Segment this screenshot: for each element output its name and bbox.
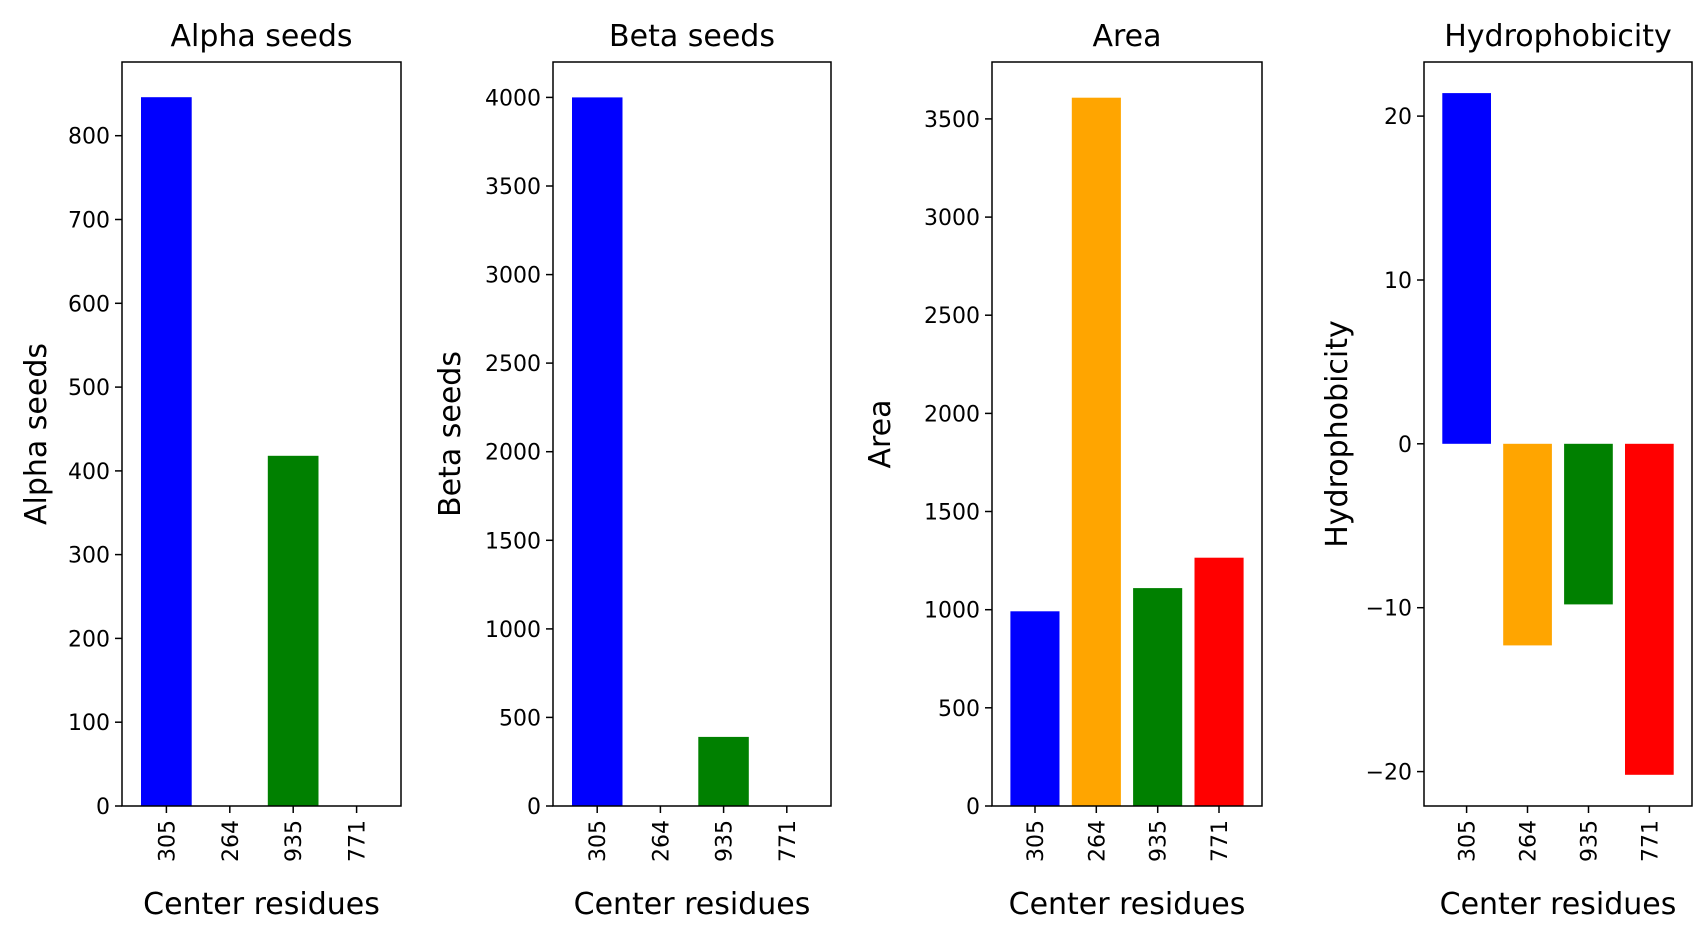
x-tick-label: 771 xyxy=(1638,820,1663,862)
y-axis-label: Hydrophobicity xyxy=(1320,320,1355,548)
x-tick-label: 935 xyxy=(282,820,307,862)
y-tick-label: 3500 xyxy=(924,108,980,133)
y-axis-label: Beta seeds xyxy=(433,351,468,517)
y-tick-label: 3500 xyxy=(485,175,541,200)
y-tick-label: 700 xyxy=(68,209,110,234)
bar-305 xyxy=(572,97,623,806)
x-tick-label: 935 xyxy=(713,820,738,862)
plot-area-frame xyxy=(991,61,1263,807)
y-tick-label: −20 xyxy=(1366,761,1412,786)
chart-title: Hydrophobicity xyxy=(1444,19,1672,54)
y-tick-label: 1000 xyxy=(924,599,980,624)
x-tick-label: 305 xyxy=(155,820,180,862)
y-tick-label: 300 xyxy=(68,544,110,569)
bar-305 xyxy=(1442,93,1491,444)
chart-panel-beta-seeds: Beta seeds Beta seeds Center residues 0 5… xyxy=(433,19,832,922)
x-axis-label: Center residues xyxy=(574,887,811,922)
chart-title: Alpha seeds xyxy=(170,19,352,54)
bar-305 xyxy=(141,97,192,806)
y-tick-label: 500 xyxy=(938,697,980,722)
y-tick-label: 500 xyxy=(68,376,110,401)
x-tick-label: 771 xyxy=(776,820,801,862)
y-axis-label: Alpha seeds xyxy=(19,343,54,525)
bar-935 xyxy=(698,736,749,806)
x-tick-label: 305 xyxy=(1456,820,1481,862)
bar-935 xyxy=(267,455,319,806)
y-axis-label: Area xyxy=(863,399,898,468)
y-tick-label: 0 xyxy=(1398,433,1412,458)
bar-771 xyxy=(1194,557,1244,806)
bar-264 xyxy=(1503,443,1552,646)
y-tick-label: 20 xyxy=(1384,105,1412,130)
y-tick-label: 1500 xyxy=(924,501,980,526)
x-tick-label: 305 xyxy=(586,820,611,862)
x-tick-label: 264 xyxy=(219,820,244,862)
y-tick-label: 100 xyxy=(68,711,110,736)
x-tick-label: 935 xyxy=(1578,820,1603,862)
plot-area-frame xyxy=(121,61,402,807)
y-tick-label: 2000 xyxy=(924,402,980,427)
chart-panel-area: Area Area Center residues 0 500 1000 1500 20… xyxy=(863,19,1263,922)
x-tick-label: 935 xyxy=(1147,820,1172,862)
x-axis-label: Center residues xyxy=(1009,887,1246,922)
x-tick-label: 264 xyxy=(1085,820,1110,862)
y-tick-label: 10 xyxy=(1384,269,1412,294)
y-tick-label: −10 xyxy=(1366,597,1412,622)
x-axis-label: Center residues xyxy=(143,887,380,922)
plot-area-frame xyxy=(552,61,832,807)
y-tick-label: 0 xyxy=(527,795,541,820)
y-tick-label: 1000 xyxy=(485,618,541,643)
chart-title: Area xyxy=(1092,19,1161,54)
bar-264 xyxy=(1071,97,1121,806)
y-tick-label: 800 xyxy=(68,125,110,150)
y-tick-label: 2500 xyxy=(485,352,541,377)
y-tick-label: 600 xyxy=(68,292,110,317)
bar-305 xyxy=(1010,611,1060,806)
y-tick-label: 3000 xyxy=(485,264,541,289)
chart-panel-hydrophobicity: Hydrophobicity Hydrophobicity Center res… xyxy=(1320,19,1693,922)
y-tick-label: 0 xyxy=(966,795,980,820)
y-tick-label: 2500 xyxy=(924,304,980,329)
y-tick-label: 200 xyxy=(68,627,110,652)
x-tick-label: 305 xyxy=(1024,820,1049,862)
chart-title: Beta seeds xyxy=(609,19,775,54)
y-tick-label: 3000 xyxy=(924,206,980,231)
plot-area-frame xyxy=(1423,61,1693,807)
y-tick-label: 0 xyxy=(96,795,110,820)
y-tick-label: 400 xyxy=(68,460,110,485)
y-tick-label: 4000 xyxy=(485,86,541,111)
x-tick-label: 771 xyxy=(346,820,371,862)
x-tick-label: 771 xyxy=(1208,820,1233,862)
y-tick-label: 2000 xyxy=(485,441,541,466)
x-tick-label: 264 xyxy=(649,820,674,862)
y-tick-label: 1500 xyxy=(485,529,541,554)
bar-935 xyxy=(1133,588,1183,806)
chart-panel-alpha-seeds: Alpha seeds Alpha seeds Center residues … xyxy=(19,19,402,922)
bar-935 xyxy=(1564,443,1613,605)
x-tick-label: 264 xyxy=(1517,820,1542,862)
y-tick-label: 500 xyxy=(499,706,541,731)
x-axis-label: Center residues xyxy=(1440,887,1677,922)
bar-771 xyxy=(1625,443,1674,775)
